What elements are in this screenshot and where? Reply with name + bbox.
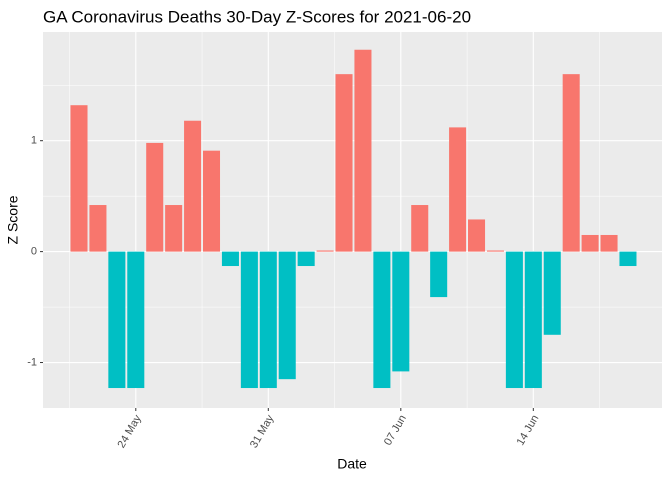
y-tick-label: -1 <box>27 356 37 368</box>
bar <box>202 150 221 252</box>
bar <box>619 251 637 267</box>
bar <box>108 251 126 389</box>
bar <box>392 251 410 372</box>
x-tick-label: 14 Jun <box>515 413 542 448</box>
x-axis-title: Date <box>337 456 367 472</box>
bar <box>486 250 504 252</box>
bar <box>600 234 618 252</box>
bar <box>411 205 429 252</box>
bar <box>278 251 296 380</box>
x-tick-label: 07 Jun <box>382 413 409 448</box>
x-tick-label: 31 May <box>248 413 277 451</box>
bar <box>89 205 107 252</box>
bar <box>354 49 372 252</box>
bar <box>524 251 542 389</box>
bar <box>297 251 315 267</box>
bar <box>127 251 145 389</box>
bar <box>430 251 448 298</box>
x-tick-label: 24 May <box>115 413 144 451</box>
chart-title: GA Coronavirus Deaths 30-Day Z-Scores fo… <box>43 7 471 26</box>
bar <box>543 251 561 335</box>
bar <box>70 105 88 252</box>
bar <box>184 120 202 252</box>
bar <box>468 219 486 252</box>
y-tick-label: 1 <box>31 135 37 147</box>
bar <box>146 142 164 252</box>
bar <box>240 251 258 389</box>
y-tick-label: 0 <box>31 246 37 258</box>
bar <box>562 74 580 252</box>
bar <box>259 251 277 389</box>
bar <box>581 234 599 252</box>
bar <box>335 74 353 252</box>
bar <box>449 127 467 252</box>
bar <box>316 250 334 252</box>
bar <box>221 251 239 267</box>
bar <box>165 205 183 252</box>
bar <box>505 251 523 389</box>
bar <box>373 251 391 389</box>
y-axis-title: Z Score <box>5 195 21 244</box>
